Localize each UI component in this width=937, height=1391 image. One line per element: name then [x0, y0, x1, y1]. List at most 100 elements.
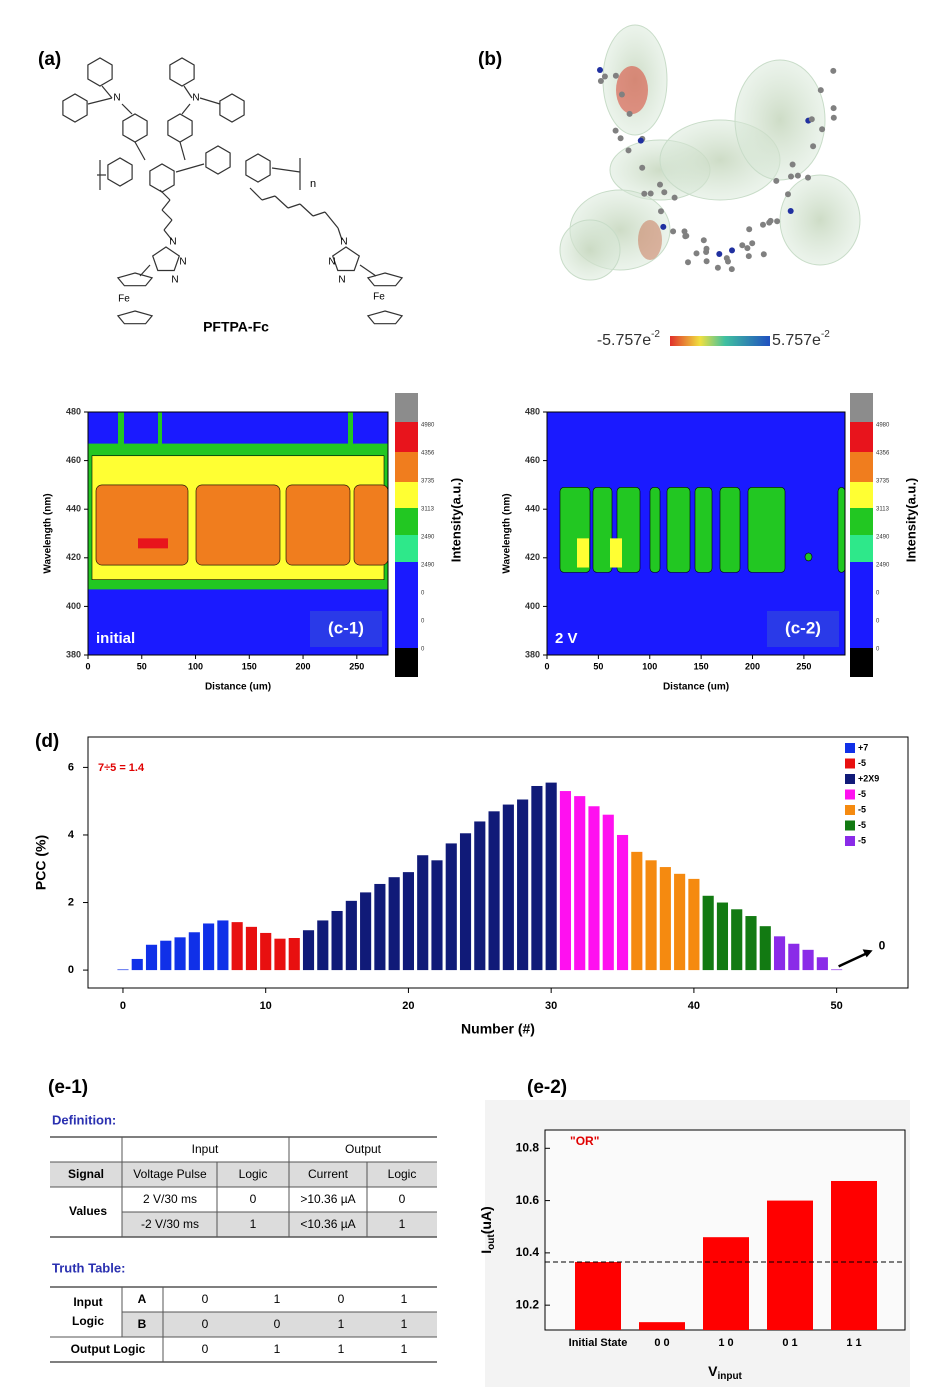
ring: [167, 113, 193, 143]
atom: [601, 73, 608, 80]
molecular-surface: [559, 24, 861, 281]
bar: [688, 878, 700, 971]
colorbar-segment: [395, 452, 418, 482]
ring: [116, 310, 154, 325]
atom: [641, 190, 648, 197]
x-tick-label: Initial State: [569, 1337, 628, 1349]
atom: [830, 67, 837, 74]
y-tick-label: 6: [68, 761, 74, 773]
ring: [366, 272, 404, 287]
repeat-unit-label: n: [310, 178, 316, 190]
atom: [810, 143, 817, 150]
atom: [744, 245, 751, 252]
x-tick-label: 50: [831, 1000, 843, 1012]
atom: [597, 67, 603, 73]
table-shade: [122, 1312, 437, 1337]
panel-label: (d): [35, 731, 59, 752]
x-tick-label: 1 0: [718, 1337, 733, 1349]
plot-frame: [546, 411, 846, 656]
table-cell: 0: [202, 1342, 209, 1356]
x-tick-label: 150: [242, 661, 257, 671]
table-cell: 0: [250, 1192, 257, 1206]
ring: [366, 310, 404, 325]
annotation-arrow: [838, 952, 868, 968]
atom: [693, 250, 700, 257]
colorbar-tick-label: 3735: [876, 479, 890, 485]
atom: [700, 237, 707, 244]
x-tick-label: 200: [296, 661, 311, 671]
x-tick-label: 50: [137, 661, 147, 671]
atom: [788, 173, 794, 180]
atom: [773, 177, 780, 184]
atom: [760, 251, 767, 258]
contour-streak: [158, 412, 162, 452]
atom: [612, 127, 619, 134]
bond: [181, 103, 191, 115]
colorbar-tick-label: 2490: [421, 535, 435, 541]
contour-blob: [666, 487, 691, 573]
y-tick-label: 460: [525, 455, 540, 465]
bar: [459, 833, 472, 971]
y-tick-label: 460: [66, 455, 81, 465]
table-group-header: Output: [345, 1142, 382, 1156]
panel-tag: (c-2): [785, 618, 821, 637]
atom: [626, 110, 633, 117]
y-tick-label: 4: [68, 829, 75, 841]
table-cell: 1: [401, 1342, 408, 1356]
atom: [637, 137, 644, 144]
bond: [199, 97, 221, 105]
colorbar-segment: [850, 393, 873, 422]
ring: [205, 145, 231, 175]
colorbar-tick-label: 3735: [421, 479, 435, 485]
atom: [760, 221, 766, 228]
legend-swatch: [845, 820, 855, 831]
bar: [145, 944, 158, 971]
bar: [317, 920, 329, 971]
ring: [107, 157, 133, 187]
bar: [274, 938, 286, 971]
colorbar-tick-label: 2490: [421, 563, 435, 569]
panel-label: (e-1): [48, 1077, 88, 1098]
colorbar-segment: [395, 482, 418, 508]
condition-label: 2 V: [555, 630, 578, 647]
colorbar-label-exp: -2: [651, 329, 660, 340]
ring: [331, 246, 361, 272]
bar: [545, 782, 557, 971]
atom: [808, 116, 815, 123]
colorbar-tick-label: 3113: [421, 507, 435, 513]
bond: [139, 264, 151, 277]
atom: [729, 247, 735, 254]
x-tick-label: 20: [402, 1000, 414, 1012]
table-cell: 1: [274, 1292, 281, 1306]
atom: [739, 242, 746, 249]
ring: [219, 93, 245, 123]
contour-blob: [616, 487, 641, 573]
condition-label: initial: [96, 630, 135, 647]
x-tick-label: 50: [593, 661, 603, 671]
contour-blob: [649, 487, 661, 573]
bar: [445, 843, 457, 971]
atom-label: N: [338, 275, 345, 286]
atom: [703, 249, 710, 255]
y-tick-label: 400: [525, 601, 540, 611]
bar: [360, 892, 372, 971]
x-tick-label: 0: [85, 661, 90, 671]
bar: [773, 936, 786, 971]
contour-streak: [348, 412, 353, 452]
bond: [121, 103, 133, 115]
x-axis-label-base: V: [708, 1363, 718, 1379]
legend-label: -5: [858, 758, 866, 768]
table-cell: 0: [202, 1292, 209, 1306]
colorbar-segment: [850, 482, 873, 508]
contour-blob: [747, 487, 786, 573]
bar: [767, 1200, 813, 1330]
x-tick-label: 10: [260, 1000, 272, 1012]
panel-label: (e-2): [527, 1077, 567, 1098]
surface-blob: [559, 219, 621, 281]
colorbar-tick-label: 0: [876, 647, 880, 653]
colorbar-tick-label: 4356: [876, 451, 890, 457]
colorbar-label: 5.757e-2: [772, 329, 830, 350]
ring: [116, 272, 154, 287]
atom-label: N: [192, 93, 199, 104]
